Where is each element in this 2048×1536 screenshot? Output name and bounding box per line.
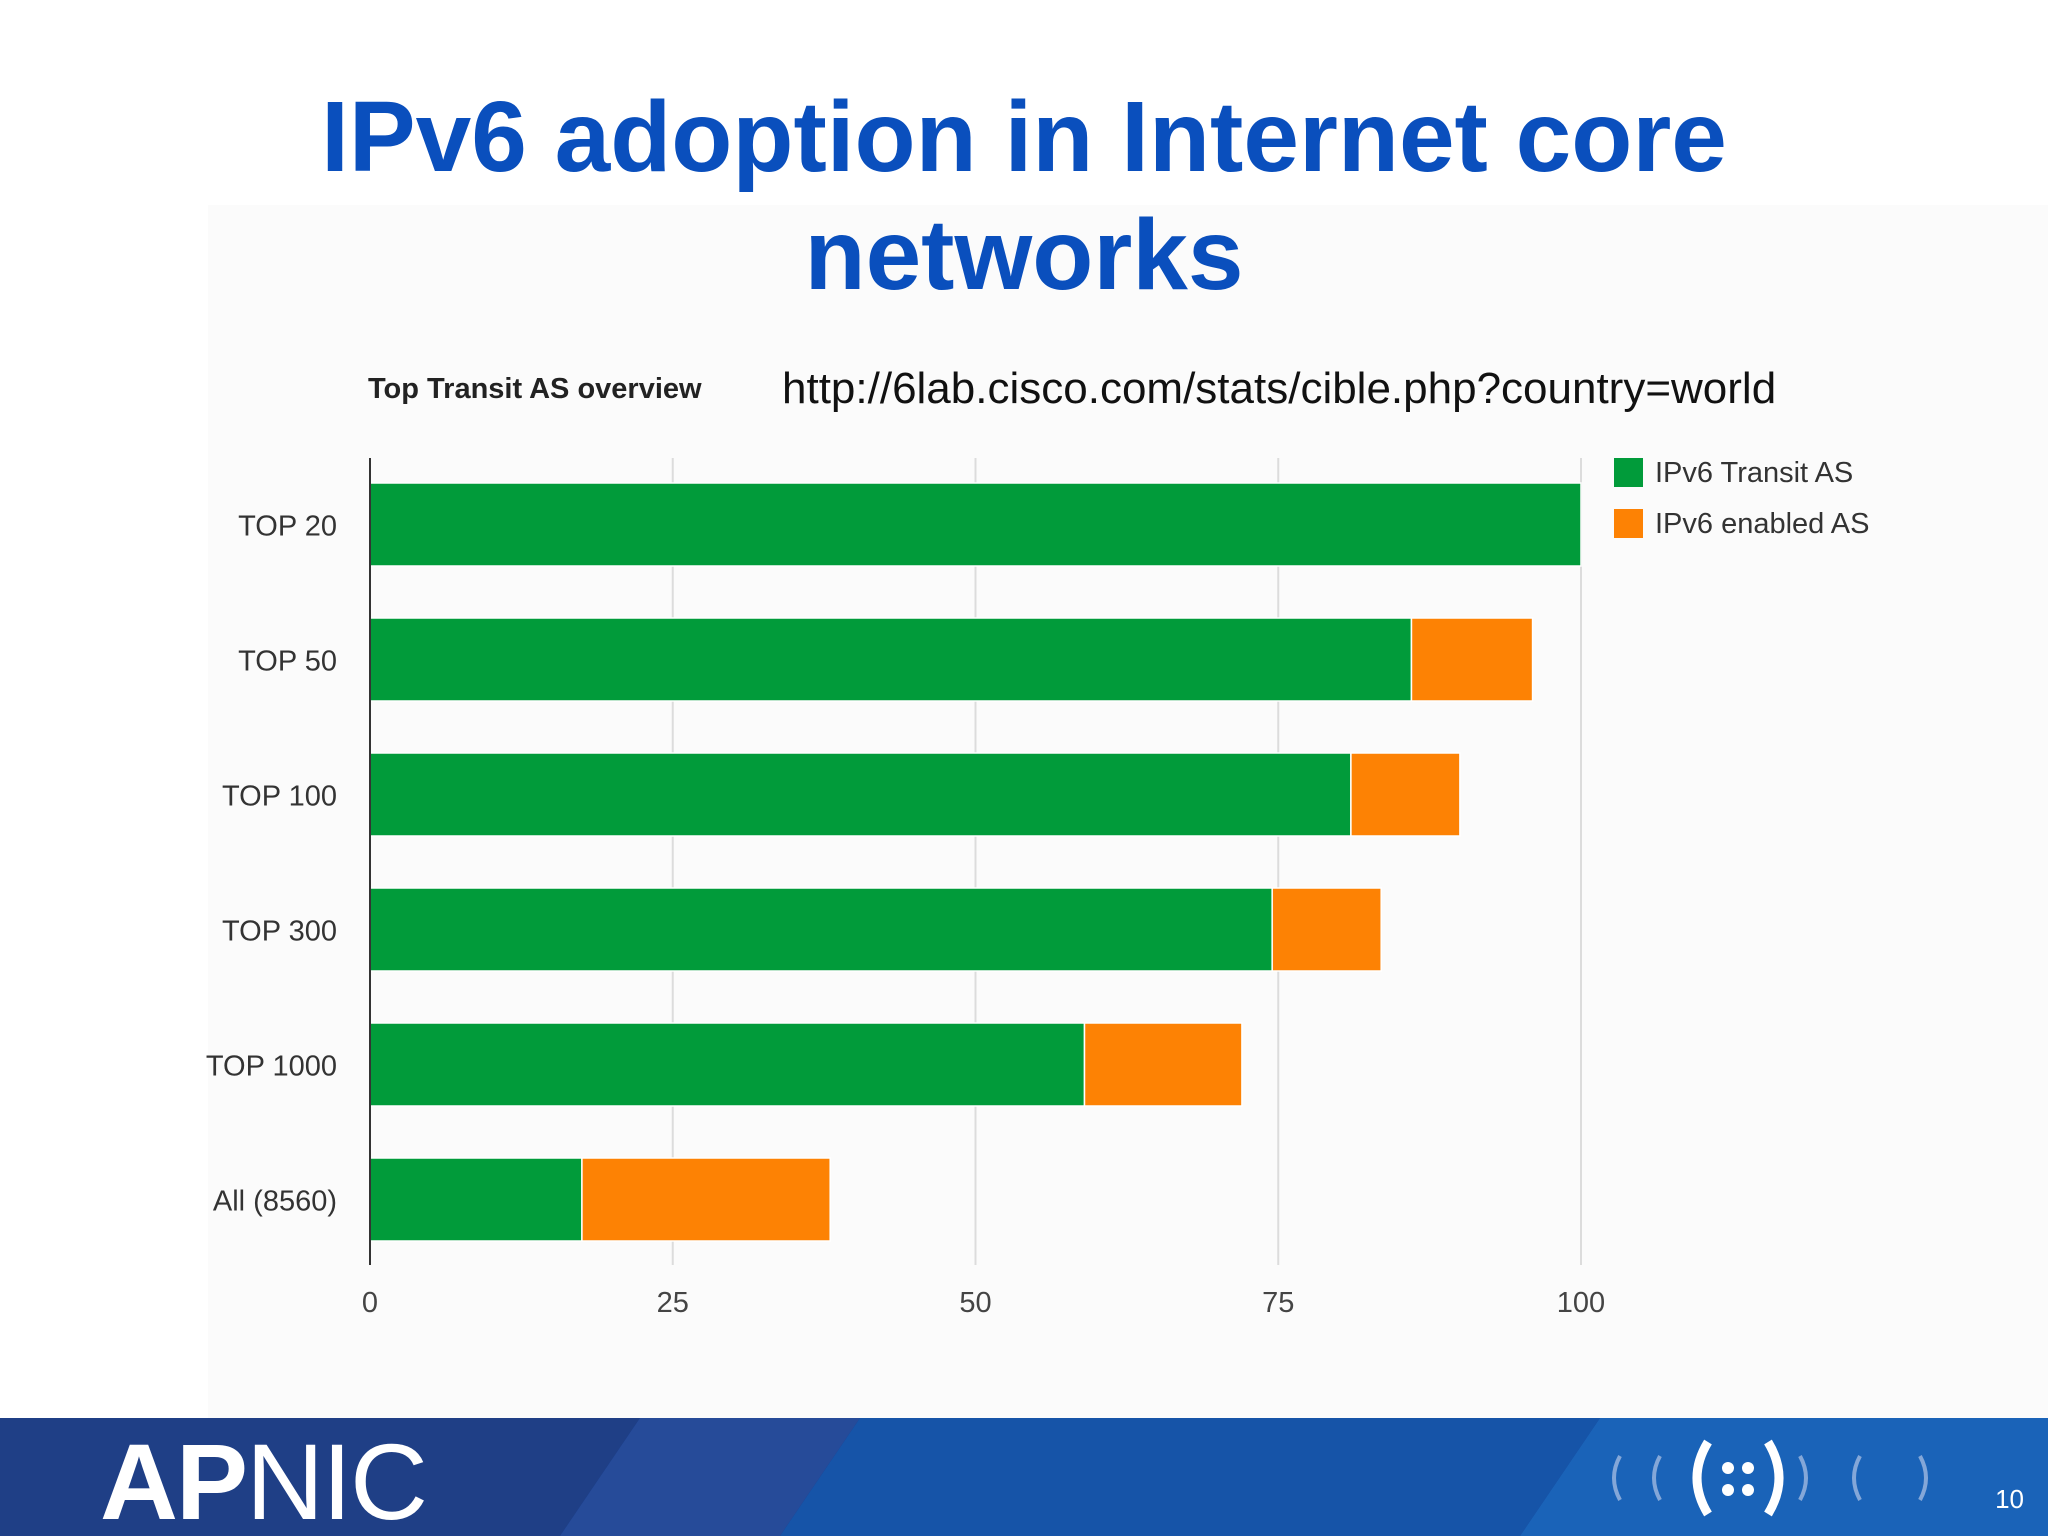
bar-segment	[369, 482, 1582, 567]
y-category-label: TOP 100	[222, 781, 337, 813]
x-tick-label: 25	[657, 1287, 689, 1319]
x-tick-label: 0	[362, 1287, 378, 1319]
apnic-logo-bold: AP	[100, 1421, 248, 1536]
y-category-label: TOP 50	[238, 646, 337, 678]
bar-segment	[1410, 617, 1534, 702]
slide-title: IPv6 adoption in Internet core networks	[0, 78, 2048, 314]
chart-title: Top Transit AS overview	[368, 373, 702, 405]
x-tick-label: 50	[959, 1287, 991, 1319]
apnic-logo: APNIC	[100, 1428, 428, 1536]
bar-segment	[581, 1157, 831, 1242]
y-category-label: TOP 20	[238, 511, 337, 543]
page-number: 10	[1995, 1484, 2024, 1514]
bar-segment	[1271, 887, 1382, 972]
slide-title-line-1: IPv6 adoption in Internet core	[321, 81, 1727, 193]
slide-title-line-2: networks	[804, 199, 1244, 311]
bar-chart: 0 25 50 75 100 TOP 20 TOP 50 TOP 100 TOP 300 TOP …	[206, 457, 1870, 1319]
footer-bar: APNIC 10	[0, 1418, 2048, 1536]
apnic-glyph-icon	[1612, 1439, 1928, 1517]
y-category-label: TOP 300	[222, 916, 337, 948]
legend-swatch	[1614, 458, 1643, 487]
source-url: http://6lab.cisco.com/stats/cible.php?co…	[782, 364, 1777, 413]
bar-segment	[369, 887, 1273, 972]
bar-segment	[369, 617, 1413, 702]
bar-segment	[1350, 752, 1461, 837]
x-tick-label: 100	[1557, 1287, 1605, 1319]
legend-label: IPv6 Transit AS	[1655, 457, 1853, 489]
legend-label: IPv6 enabled AS	[1655, 508, 1869, 540]
bar-segment	[369, 752, 1352, 837]
bar-segment	[1083, 1022, 1243, 1107]
apnic-logo-thin: NIC	[246, 1421, 428, 1536]
legend-swatch	[1614, 509, 1643, 538]
y-category-label: All (8560)	[213, 1186, 337, 1218]
x-tick-label: 75	[1262, 1287, 1294, 1319]
y-category-label: TOP 1000	[206, 1051, 337, 1083]
footer-background	[0, 1418, 2048, 1536]
bar-segment	[369, 1022, 1086, 1107]
bar-segment	[369, 1157, 583, 1242]
